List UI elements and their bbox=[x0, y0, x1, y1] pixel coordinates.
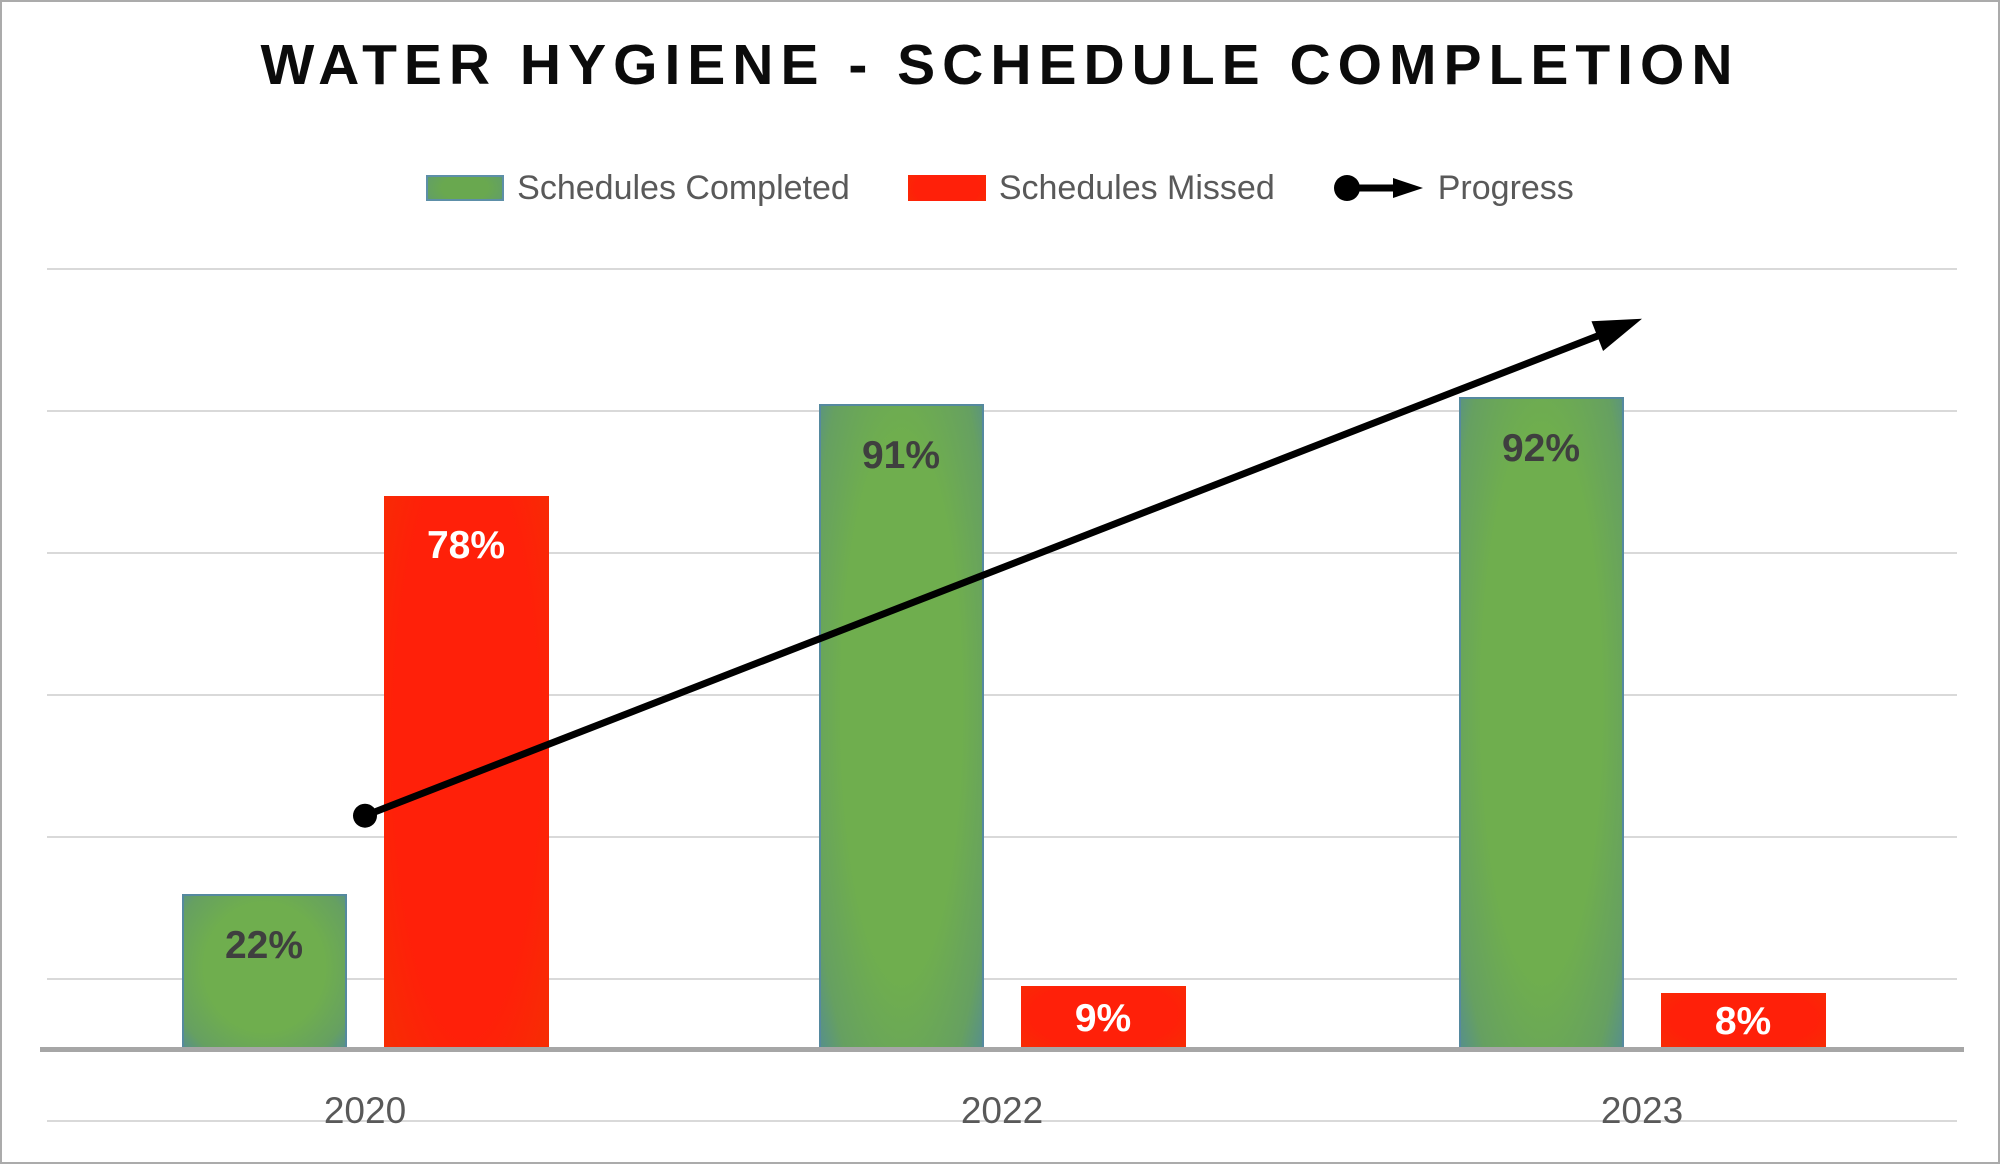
x-axis-line bbox=[40, 1047, 1964, 1052]
gridline bbox=[47, 978, 1957, 980]
legend-item-progress: Progress bbox=[1333, 169, 1574, 208]
bar-value-label: 78% bbox=[426, 524, 506, 567]
plot-area: 22% 91% 92% 78% 9% 8% 2020 2022 2023 bbox=[40, 212, 1964, 1131]
bar-value-label: 8% bbox=[1714, 1000, 1772, 1043]
gridline bbox=[47, 268, 1957, 270]
x-axis-label-2023: 2023 bbox=[1600, 1090, 1684, 1131]
legend-label-progress: Progress bbox=[1437, 168, 1574, 207]
bar-value-label: 9% bbox=[1074, 996, 1132, 1040]
bar-completed-2020: 22% bbox=[181, 894, 347, 1050]
legend-item-schedules-missed: Schedules Missed bbox=[907, 168, 1275, 208]
gridline bbox=[47, 836, 1957, 838]
gridline bbox=[47, 1120, 1957, 1122]
x-axis-label-2022: 2022 bbox=[960, 1090, 1044, 1131]
missed-swatch-icon bbox=[907, 175, 986, 201]
x-axis-label-2020: 2020 bbox=[323, 1090, 407, 1131]
completed-swatch-icon bbox=[426, 175, 505, 201]
legend: Schedules Completed Schedules Missed Pro… bbox=[2, 164, 1998, 212]
gridline bbox=[47, 410, 1957, 412]
bar-missed-2023: 8% bbox=[1660, 993, 1826, 1050]
gridline bbox=[47, 694, 1957, 696]
chart-title: WATER HYGIENE - SCHEDULE COMPLETION bbox=[260, 33, 1740, 97]
legend-label-missed: Schedules Missed bbox=[998, 168, 1275, 207]
dot-arrow-icon bbox=[1333, 175, 1423, 201]
bar-value-label: 91% bbox=[861, 434, 941, 477]
bar-missed-2022: 9% bbox=[1020, 986, 1186, 1050]
legend-item-schedules-completed: Schedules Completed bbox=[426, 169, 850, 208]
legend-label-completed: Schedules Completed bbox=[517, 168, 850, 207]
bar-missed-2020: 78% bbox=[383, 496, 549, 1050]
bar-completed-2023: 92% bbox=[1458, 397, 1624, 1050]
gridline bbox=[47, 552, 1957, 554]
bar-value-label: 92% bbox=[1501, 427, 1581, 470]
bar-value-label: 22% bbox=[224, 924, 304, 967]
bar-completed-2022: 91% bbox=[818, 404, 984, 1050]
